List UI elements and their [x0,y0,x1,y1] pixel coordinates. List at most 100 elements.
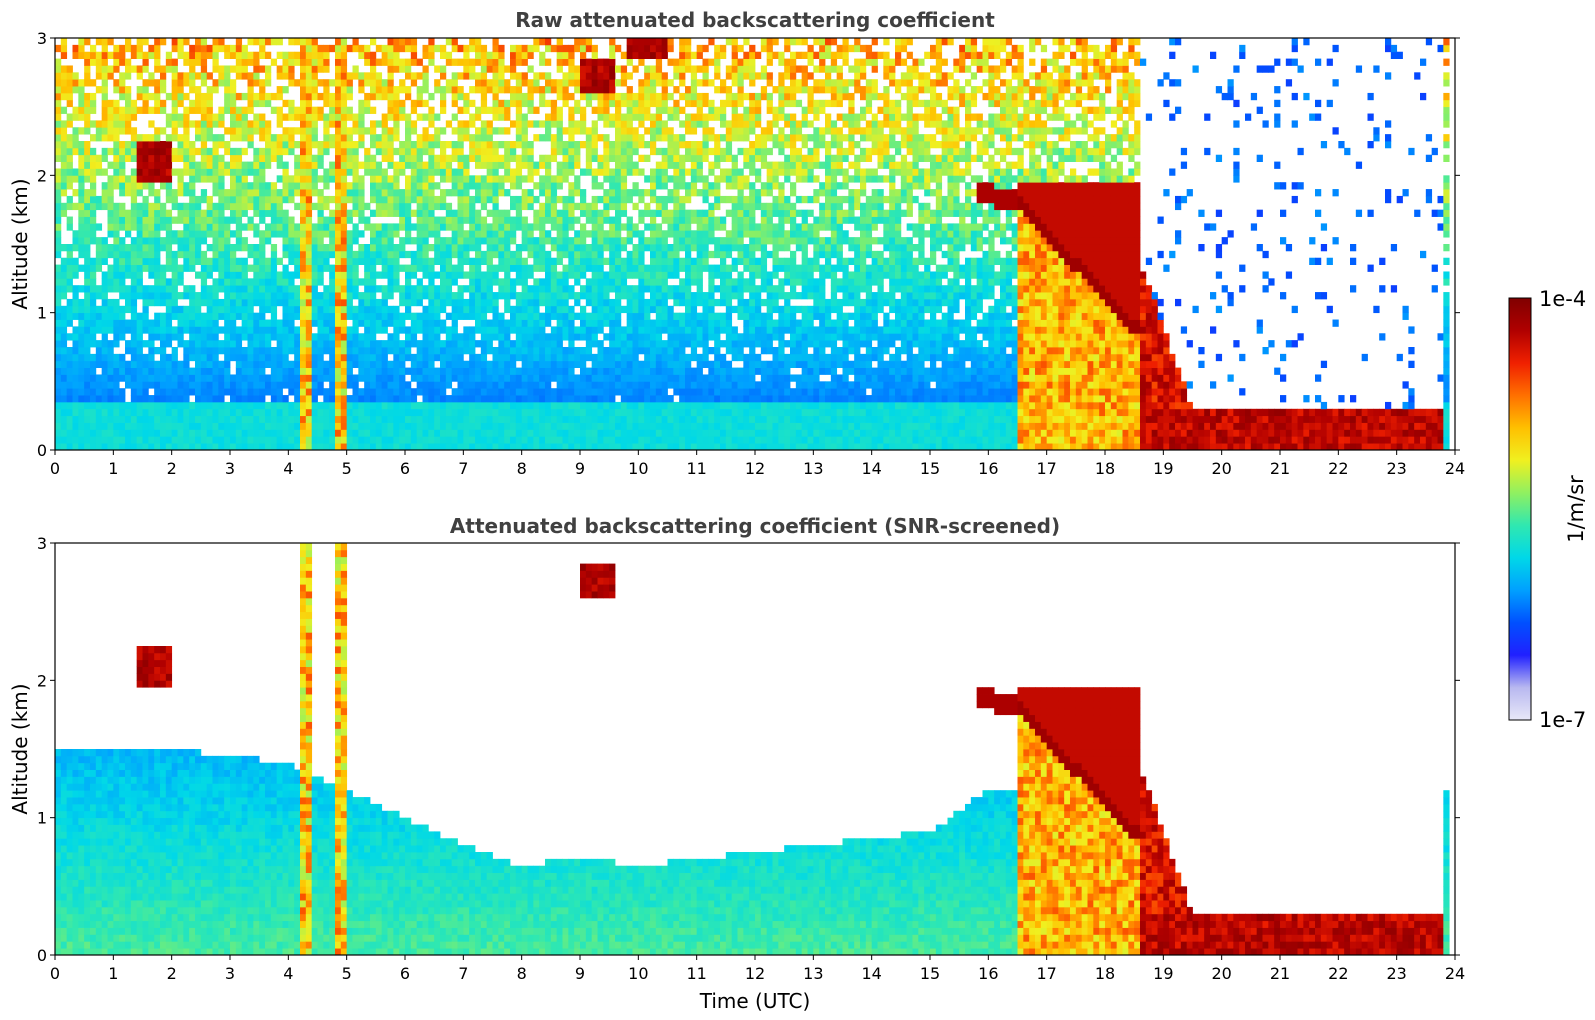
heatmap-cell [591,257,598,265]
heatmap-cell [346,367,353,375]
heatmap-cell [101,340,108,348]
heatmap-cell [119,319,126,327]
heatmap-cell [125,257,132,265]
heatmap-cell [323,443,330,450]
heatmap-cell [405,388,412,396]
heatmap-cell [375,58,383,66]
heatmap-cell [78,312,85,320]
heatmap-cell [615,44,622,53]
heatmap-cell [119,168,126,176]
heatmap-cell [521,395,528,403]
heatmap-cell [486,147,493,156]
heatmap-cell [370,347,377,355]
heatmap-cell [177,388,184,396]
heatmap-cell [247,353,254,362]
heatmap-cell [405,44,412,53]
heatmap-cell [352,278,359,286]
heatmap-cell [504,360,511,368]
heatmap-cell [399,326,406,334]
heatmap-cell [335,353,342,362]
heatmap-cell [434,305,441,314]
heatmap-cell [416,367,423,375]
heatmap-cell [340,72,348,80]
heatmap-cell [72,72,79,80]
heatmap-cell [597,422,604,430]
heatmap-cell [305,292,313,300]
heatmap-cell [510,58,517,66]
heatmap-cell [533,353,540,362]
heatmap-cell [177,401,184,410]
heatmap-cell [253,92,260,101]
heatmap-cell [148,429,155,437]
heatmap-cell [183,326,190,334]
heatmap-cell [580,44,587,53]
heatmap-cell [294,415,301,423]
heatmap-cell [84,285,91,293]
heatmap-cell [66,216,73,224]
heatmap-cell [591,271,598,279]
heatmap-cell [113,113,120,121]
heatmap-cell [504,271,511,279]
heatmap-cell [550,278,558,286]
heatmap-cell [276,175,283,183]
heatmap-cell [387,374,394,382]
heatmap-cell [148,360,155,368]
heatmap-cell [177,92,184,101]
heatmap-cell [101,319,108,327]
heatmap-cell [230,244,237,252]
heatmap-cell [130,333,138,341]
heatmap-cell [492,319,499,327]
heatmap-cell [235,340,243,348]
heatmap-cell [200,388,208,396]
heatmap-cell [387,367,394,375]
heatmap-cell [416,58,423,66]
heatmap-cell [340,79,348,87]
heatmap-cell [60,168,68,176]
heatmap-cell [195,72,202,80]
heatmap-cell [90,381,97,389]
heatmap-cell [469,257,476,265]
heatmap-cell [492,422,499,430]
heatmap-cell [323,250,330,259]
heatmap-cell [311,161,318,169]
heatmap-cell [574,141,581,149]
heatmap-cell [282,99,289,108]
heatmap-cell [539,278,546,286]
heatmap-cell [84,237,91,245]
heatmap-cell [422,271,429,279]
heatmap-cell [60,285,68,293]
heatmap-cell [550,244,558,252]
heatmap-cell [340,395,348,403]
heatmap-cell [329,408,336,417]
heatmap-cell [119,436,126,444]
heatmap-cell [568,79,575,87]
heatmap-cell [498,381,505,389]
heatmap-cell [247,134,254,142]
heatmap-cell [451,216,458,224]
heatmap-cell [270,278,278,286]
heatmap-cell [335,79,342,87]
heatmap-cell [381,120,388,128]
heatmap-cell [620,209,628,217]
heatmap-cell [533,381,540,389]
heatmap-cell [317,237,324,245]
heatmap-cell [550,395,558,403]
heatmap-cell [539,347,546,355]
heatmap-cell [556,195,563,204]
heatmap-cell [393,340,400,348]
heatmap-cell [165,326,173,334]
heatmap-cell [545,154,552,162]
heatmap-cell [154,395,161,403]
heatmap-cell [119,141,126,149]
heatmap-cell [224,305,231,314]
heatmap-cell [440,415,447,423]
heatmap-cell [393,182,400,190]
heatmap-cell [469,401,476,410]
heatmap-cell [515,134,523,142]
heatmap-cell [300,168,307,176]
heatmap-cell [305,374,313,382]
heatmap-cell [276,292,283,300]
heatmap-cell [224,79,231,87]
heatmap-cell [101,360,108,368]
heatmap-cell [370,257,377,265]
